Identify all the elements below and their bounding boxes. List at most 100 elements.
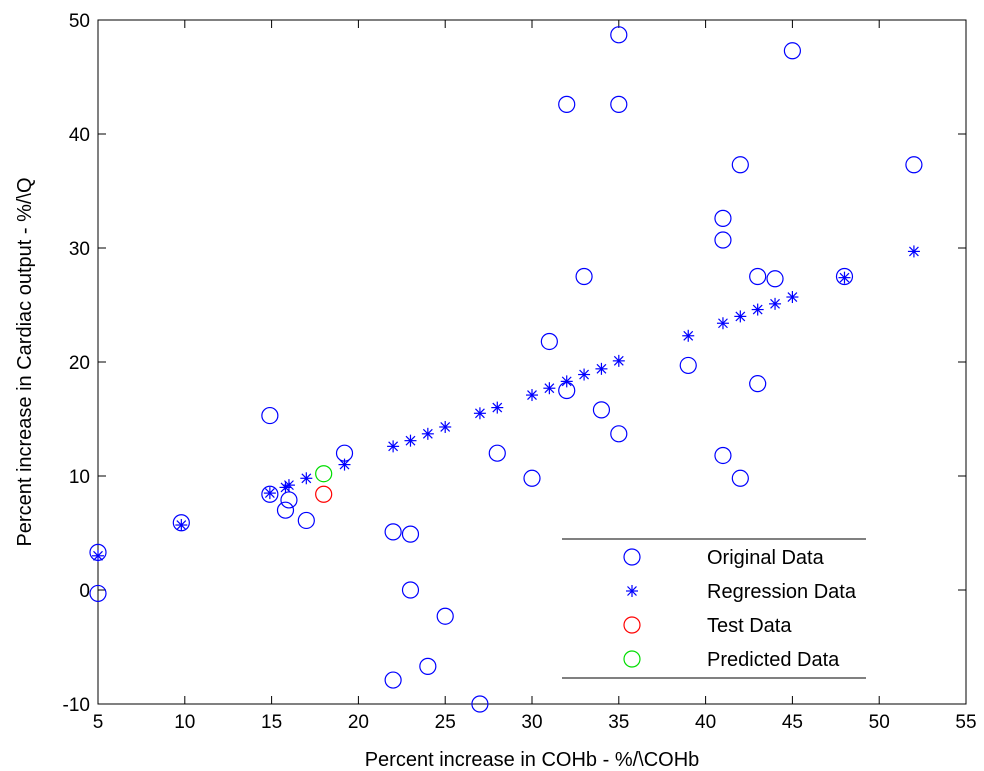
data-point: [578, 368, 591, 381]
data-point: [92, 549, 104, 562]
y-tick-label: 20: [69, 353, 90, 374]
data-point: [282, 479, 295, 492]
series-1: [92, 245, 920, 562]
data-point: [297, 511, 315, 530]
data-point: [716, 317, 729, 330]
data-point: [749, 267, 767, 286]
x-tick-label: 10: [174, 712, 195, 733]
data-point: [731, 156, 749, 174]
legend-item: Predicted Data: [623, 649, 840, 671]
x-tick-label: 40: [695, 712, 716, 733]
data-point: [315, 485, 333, 503]
legend-label: Predicted Data: [707, 649, 840, 671]
data-point: [175, 519, 188, 532]
data-point: [610, 95, 628, 113]
data-point: [436, 607, 454, 625]
data-point: [421, 427, 434, 440]
y-tick-label: -10: [63, 695, 90, 716]
data-point: [610, 26, 628, 44]
data-point: [338, 458, 351, 471]
data-point: [276, 501, 295, 519]
legend-marker: [623, 616, 641, 634]
data-point: [473, 407, 486, 420]
data-point: [751, 303, 764, 316]
legend-label: Original Data: [707, 547, 825, 569]
legend-marker: [626, 585, 638, 597]
legend-item: Test Data: [623, 615, 792, 637]
y-tick-label: 10: [69, 467, 90, 488]
data-point: [488, 444, 506, 462]
series-3: [315, 465, 333, 483]
data-point: [783, 42, 802, 60]
series-2: [315, 485, 333, 503]
x-tick-label: 5: [93, 712, 104, 733]
data-point: [387, 440, 400, 453]
y-tick-label: 30: [69, 239, 90, 260]
data-point: [384, 523, 402, 541]
x-tick-label: 35: [608, 712, 629, 733]
data-point: [261, 485, 279, 503]
data-point: [714, 231, 732, 249]
x-axis-label: Percent increase in COHb - %/\COHb: [365, 749, 700, 771]
tick-labels: 5 10 15 20 25 30 35 40 45 50 55 -10 0 10 20 30 40 50: [63, 11, 977, 733]
x-tick-label: 15: [261, 712, 282, 733]
plot-area: [97, 19, 967, 705]
data-point: [523, 469, 541, 487]
legend-label: Regression Data: [707, 581, 857, 603]
data-point: [769, 297, 782, 310]
data-point: [734, 310, 747, 323]
data-point: [279, 481, 292, 494]
x-tick-label: 55: [955, 712, 976, 733]
data-point: [419, 657, 437, 675]
data-points: [89, 26, 923, 713]
data-point: [384, 671, 402, 689]
legend: Original Data Regression Data Test Data Pre…: [562, 538, 866, 679]
data-point: [907, 245, 920, 258]
data-point: [315, 465, 333, 483]
data-point: [471, 695, 489, 713]
data-point: [610, 425, 628, 443]
data-point: [261, 406, 279, 425]
data-point: [592, 401, 611, 419]
y-tick-label: 40: [69, 125, 90, 146]
x-tick-label: 50: [869, 712, 890, 733]
x-tick-label: 45: [782, 712, 803, 733]
data-point: [612, 354, 625, 367]
data-point: [543, 382, 556, 395]
data-point: [749, 375, 767, 393]
data-point: [714, 446, 732, 465]
x-tick-label: 25: [435, 712, 456, 733]
data-point: [679, 356, 697, 375]
x-tick-label: 30: [521, 712, 542, 733]
data-point: [731, 469, 749, 487]
data-point: [300, 472, 313, 485]
data-point: [89, 584, 107, 603]
y-tick-label: 50: [69, 11, 90, 32]
data-point: [575, 267, 593, 286]
data-point: [401, 525, 420, 543]
legend-item: Regression Data: [626, 581, 857, 603]
data-point: [786, 291, 799, 304]
legend-marker: [623, 548, 641, 566]
data-point: [558, 95, 576, 113]
data-point: [838, 271, 851, 284]
data-point: [766, 270, 784, 288]
data-point: [401, 581, 420, 599]
legend-marker: [623, 650, 641, 668]
data-point: [404, 434, 417, 447]
y-axis-label: Percent increase in Cardiac output - %/\…: [14, 177, 36, 546]
axis-ticks: [97, 19, 967, 705]
data-point: [526, 389, 538, 402]
data-point: [540, 332, 558, 351]
data-point: [560, 375, 573, 388]
x-tick-label: 20: [348, 712, 369, 733]
y-tick-label: 0: [79, 581, 90, 602]
data-point: [491, 401, 504, 414]
legend-label: Test Data: [707, 615, 792, 637]
legend-item: Original Data: [623, 547, 825, 569]
data-point: [280, 491, 298, 509]
data-point: [905, 156, 923, 174]
data-point: [439, 420, 452, 433]
data-point: [595, 362, 608, 375]
